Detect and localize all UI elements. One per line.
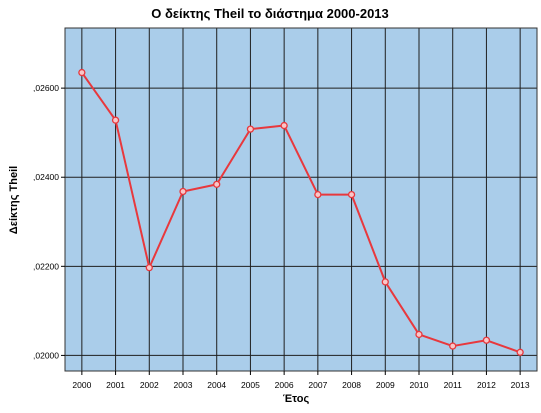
x-tick-label: 2005 bbox=[241, 380, 260, 390]
x-axis-ticks: 2000 2001 2002 2003 2004 2005 2006 2007 2008 2009… bbox=[72, 371, 530, 390]
y-tick-label: ,02200 bbox=[33, 261, 59, 271]
data-point bbox=[78, 68, 86, 77]
x-tick-label: 2013 bbox=[511, 380, 530, 390]
x-tick-label: 2003 bbox=[174, 380, 193, 390]
data-point bbox=[415, 330, 423, 339]
data-point bbox=[213, 180, 221, 189]
x-tick-label: 2011 bbox=[444, 380, 463, 390]
x-tick-label: 2006 bbox=[275, 380, 294, 390]
x-axis-label: Έτος bbox=[283, 393, 310, 405]
x-tick-label: 2000 bbox=[72, 380, 91, 390]
x-tick-label: 2009 bbox=[376, 380, 395, 390]
x-tick-label: 2012 bbox=[477, 380, 496, 390]
x-tick-label: 2007 bbox=[308, 380, 327, 390]
chart-title: Ο δείκτης Theil το διάστημα 2000-2013 bbox=[151, 6, 389, 21]
plot-background bbox=[65, 28, 537, 371]
y-tick-label: ,02400 bbox=[33, 172, 59, 182]
y-tick-label: ,02000 bbox=[33, 350, 59, 360]
plot-area bbox=[64, 27, 538, 372]
data-point bbox=[516, 348, 524, 356]
data-point bbox=[381, 278, 389, 286]
plot-frame bbox=[64, 27, 538, 372]
data-point bbox=[280, 121, 288, 130]
x-tick-label: 2001 bbox=[106, 380, 125, 390]
data-point bbox=[347, 190, 356, 199]
data-point bbox=[482, 336, 491, 344]
data-point bbox=[449, 342, 457, 350]
y-axis-ticks: ,02000 ,02200 ,02400 ,02600 bbox=[33, 83, 65, 360]
data-point bbox=[145, 264, 153, 272]
data-point bbox=[111, 116, 120, 124]
x-tick-label: 2008 bbox=[342, 380, 361, 390]
data-point bbox=[314, 190, 322, 199]
x-tick-label: 2002 bbox=[140, 380, 159, 390]
x-tick-label: 2010 bbox=[410, 380, 429, 390]
y-axis-label: Δείκτης Theil bbox=[8, 166, 20, 234]
series-line bbox=[81, 71, 521, 354]
y-tick-label: ,02600 bbox=[33, 83, 59, 93]
x-tick-label: 2004 bbox=[207, 380, 226, 390]
data-point bbox=[179, 187, 187, 196]
data-point bbox=[246, 125, 255, 133]
